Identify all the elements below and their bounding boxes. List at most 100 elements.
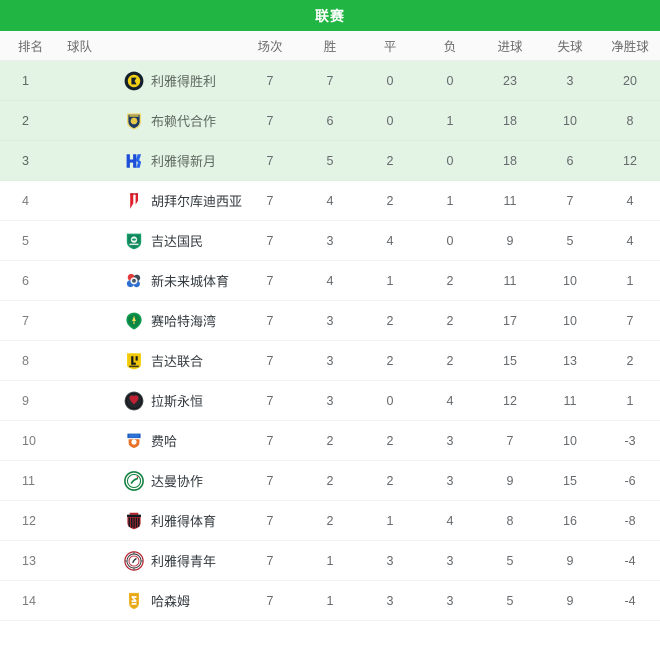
cell-rank: 10 xyxy=(0,420,62,461)
al-ahli-crest xyxy=(124,231,144,251)
cell-rank: 4 xyxy=(0,180,62,221)
cell-played: 7 xyxy=(240,420,300,461)
cell-goal-diff: 4 xyxy=(600,220,660,261)
cell-drawn: 2 xyxy=(360,180,420,221)
cell-played: 7 xyxy=(240,140,300,181)
table-body: 1利雅得胜利770023320212布赖代合作760118108183利雅得新月… xyxy=(0,60,660,621)
team-identity: 达曼协作 xyxy=(64,470,240,491)
cell-goals-against: 15 xyxy=(540,460,600,501)
team-identity: 吉达联合 xyxy=(64,351,240,371)
table-row[interactable]: 4胡拜尔库迪西亚7421117414 xyxy=(0,180,660,221)
cell-team[interactable]: 哈森姆 xyxy=(62,580,240,621)
team-name: 利雅得新月 xyxy=(151,154,217,169)
cell-drawn: 3 xyxy=(360,540,420,581)
cell-goal-diff: 20 xyxy=(600,60,660,101)
table-row[interactable]: 1利雅得胜利77002332021 xyxy=(0,60,660,101)
cell-goals-against: 11 xyxy=(540,380,600,421)
cell-played: 7 xyxy=(240,260,300,301)
cell-team[interactable]: 费哈 xyxy=(62,420,240,461)
team-name: 费哈 xyxy=(151,434,178,449)
cell-team[interactable]: 利雅得青年 xyxy=(62,540,240,581)
cell-goals-for: 5 xyxy=(480,580,540,621)
al-shabab-crest xyxy=(124,550,144,571)
team-identity: 胡拜尔库迪西亚 xyxy=(64,191,243,211)
cell-won: 4 xyxy=(300,260,360,301)
cell-goals-for: 17 xyxy=(480,300,540,341)
cell-rank: 8 xyxy=(0,340,62,381)
cell-goals-for: 9 xyxy=(480,220,540,261)
table-row[interactable]: 7赛哈特海湾73221710711 xyxy=(0,300,660,341)
al-khaleej-crest xyxy=(124,311,144,331)
cell-team[interactable]: 达曼协作 xyxy=(62,460,240,501)
cell-played: 7 xyxy=(240,500,300,541)
cell-goal-diff: -6 xyxy=(600,460,660,501)
cell-team[interactable]: 布赖代合作 xyxy=(62,100,240,141)
cell-goals-against: 10 xyxy=(540,100,600,141)
cell-goal-diff: -3 xyxy=(600,420,660,461)
cell-goal-diff: 8 xyxy=(600,100,660,141)
table-row[interactable]: 6新未来城体育74121110113 xyxy=(0,260,660,301)
team-name: 布赖代合作 xyxy=(151,114,217,129)
column-header-team: 球队 xyxy=(62,31,240,61)
cell-played: 7 xyxy=(240,540,300,581)
cell-lost: 3 xyxy=(420,460,480,501)
cell-rank: 12 xyxy=(0,500,62,541)
cell-lost: 2 xyxy=(420,260,480,301)
table-row[interactable]: 8吉达联合73221513211 xyxy=(0,340,660,381)
table-row[interactable]: 9拉斯永恒7304121119 xyxy=(0,380,660,421)
cell-played: 7 xyxy=(240,580,300,621)
table-row[interactable]: 5吉达国民734095413 xyxy=(0,220,660,261)
cell-team[interactable]: 吉达联合 xyxy=(62,340,240,381)
cell-won: 5 xyxy=(300,140,360,181)
team-name: 哈森姆 xyxy=(151,594,191,609)
cell-goal-diff: 12 xyxy=(600,140,660,181)
cell-goal-diff: 2 xyxy=(600,340,660,381)
table-row[interactable]: 3利雅得新月75201861217 xyxy=(0,140,660,181)
cell-drawn: 0 xyxy=(360,100,420,141)
team-name: 利雅得体育 xyxy=(151,514,217,529)
cell-drawn: 2 xyxy=(360,340,420,381)
cell-team[interactable]: 胡拜尔库迪西亚 xyxy=(62,180,243,221)
cell-team[interactable]: 吉达国民 xyxy=(62,220,240,261)
cell-rank: 13 xyxy=(0,540,62,581)
cell-won: 2 xyxy=(300,460,360,501)
cell-lost: 2 xyxy=(420,300,480,341)
team-identity: 利雅得体育 xyxy=(64,511,240,531)
team-identity: 吉达国民 xyxy=(64,231,240,251)
al-ettifaq-crest xyxy=(124,470,144,491)
cell-played: 7 xyxy=(240,60,300,101)
cell-goals-for: 11 xyxy=(480,260,540,301)
cell-goals-against: 5 xyxy=(540,220,600,261)
cell-goals-against: 13 xyxy=(540,340,600,381)
cell-won: 3 xyxy=(300,220,360,261)
cell-team[interactable]: 利雅得新月 xyxy=(62,140,240,181)
cell-rank: 7 xyxy=(0,300,62,341)
cell-goals-for: 18 xyxy=(480,140,540,181)
cell-team[interactable]: 赛哈特海湾 xyxy=(62,300,240,341)
cell-won: 3 xyxy=(300,340,360,381)
cell-team[interactable]: 新未来城体育 xyxy=(62,260,240,301)
cell-team[interactable]: 拉斯永恒 xyxy=(62,380,240,421)
cell-rank: 2 xyxy=(0,100,62,141)
cell-drawn: 2 xyxy=(360,420,420,461)
cell-goal-diff: 1 xyxy=(600,380,660,421)
column-header-lost: 负 xyxy=(420,31,480,61)
cell-goals-for: 11 xyxy=(480,180,540,221)
cell-rank: 3 xyxy=(0,140,62,181)
table-row[interactable]: 2布赖代合作76011810818 xyxy=(0,100,660,141)
team-identity: 赛哈特海湾 xyxy=(64,311,240,331)
cell-team[interactable]: 利雅得胜利 xyxy=(62,60,240,101)
cell-won: 2 xyxy=(300,500,360,541)
cell-lost: 0 xyxy=(420,140,480,181)
column-header-won: 胜 xyxy=(300,31,360,61)
al-hazem-crest xyxy=(124,591,144,611)
cell-goals-for: 9 xyxy=(480,460,540,501)
team-name: 胡拜尔库迪西亚 xyxy=(151,194,243,209)
cell-team[interactable]: 利雅得体育 xyxy=(62,500,240,541)
